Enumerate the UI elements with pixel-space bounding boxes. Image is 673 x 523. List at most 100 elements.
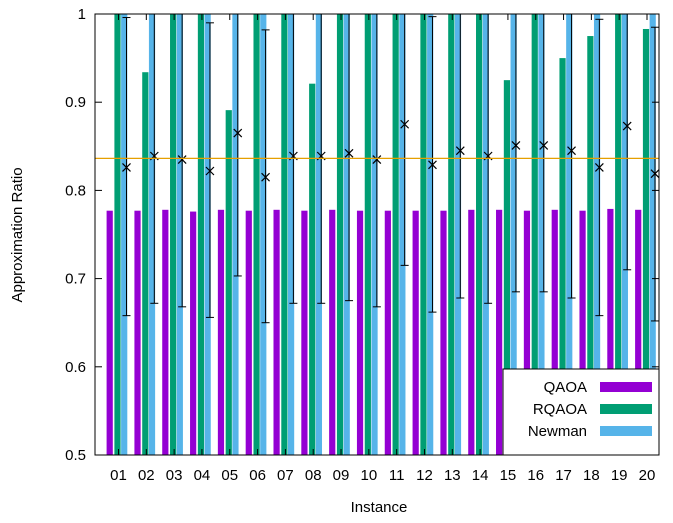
bar-rqaoa-04	[197, 14, 205, 455]
mean-marker-b-11	[400, 119, 410, 129]
x-tick-label-15: 15	[500, 467, 517, 484]
x-tick-label-09: 09	[333, 467, 350, 484]
x-axis-label: Instance	[351, 499, 408, 516]
bar-rqaoa-17	[559, 58, 566, 455]
bar-rqaoa-15	[503, 80, 511, 456]
bar-qaoa-11	[384, 210, 391, 455]
bar-newman-10	[371, 14, 378, 455]
x-tick-label-03: 03	[166, 467, 183, 484]
x-tick-label-10: 10	[360, 467, 377, 484]
bar-newman-18	[593, 14, 601, 455]
mean-marker-b-17	[567, 146, 576, 156]
bar-rqaoa-01	[114, 14, 121, 455]
x-tick-label-13: 13	[444, 467, 461, 484]
x-tick-label-07: 07	[277, 467, 294, 484]
y-axis-label: Approximation Ratio	[9, 167, 26, 302]
bar-newman-08	[315, 14, 323, 455]
bar-newman-20	[649, 14, 656, 455]
bar-newman-11	[399, 14, 406, 455]
bar-newman-02	[148, 14, 156, 455]
bar-rqaoa-07	[281, 14, 288, 455]
bar-qaoa-16	[523, 210, 531, 455]
legend-swatch-newman	[600, 426, 652, 436]
bar-newman-04	[204, 14, 211, 455]
bar-qaoa-05	[217, 209, 225, 455]
bar-qaoa-02	[134, 210, 141, 455]
bar-rqaoa-05	[225, 110, 232, 455]
bar-newman-17	[566, 14, 573, 455]
bar-rqaoa-11	[392, 14, 399, 455]
bar-rqaoa-19	[615, 14, 622, 455]
bar-rqaoa-09	[336, 14, 344, 455]
bar-rqaoa-13	[448, 14, 455, 455]
mean-marker-b-03	[177, 155, 187, 164]
bar-newman-13	[454, 14, 462, 455]
bar-rqaoa-03	[170, 14, 177, 455]
bar-qaoa-04	[190, 211, 197, 455]
axes: 0.5 0.6 0.7 0.8 0.9 1 01 02 03 04 05 06 07 08 09 10 11 12…	[65, 6, 660, 484]
bar-qaoa-12	[412, 210, 419, 455]
x-tick-label-08: 08	[305, 467, 322, 484]
bar-qaoa-09	[329, 209, 336, 455]
x-tick-label-20: 20	[639, 467, 656, 484]
plot-frame	[94, 13, 660, 456]
bar-newman-07	[287, 14, 295, 455]
mean-marker-b-04	[205, 166, 215, 176]
bar-newman-14	[482, 14, 489, 455]
bar-newman-06	[260, 14, 267, 455]
bar-rqaoa-20	[642, 28, 650, 456]
x-tick-label-19: 19	[611, 467, 628, 484]
bar-rqaoa-06	[253, 14, 260, 455]
mean-marker-b-20	[650, 169, 660, 179]
bar-newman-12	[427, 14, 434, 455]
bar-qaoa-10	[356, 210, 364, 455]
bar-newman-03	[176, 14, 183, 455]
mean-marker-b-19	[622, 121, 632, 131]
legend-label-rqaoa: RQAOA	[533, 401, 587, 418]
bar-qaoa-19	[607, 208, 614, 455]
bar-qaoa-06	[245, 210, 252, 455]
y-tick-label: 1	[78, 6, 86, 23]
y-tick-label: 0.6	[65, 359, 86, 376]
mean-marker-b-05	[233, 128, 243, 138]
mean-marker-b-09	[344, 148, 354, 158]
bar-qaoa-01	[106, 210, 113, 455]
mean-marker-b-06	[261, 172, 271, 182]
x-tick-label-12: 12	[416, 467, 433, 484]
plot-area	[95, 13, 660, 456]
bar-qaoa-03	[162, 209, 169, 455]
bar-rqaoa-08	[309, 83, 316, 456]
bar-rqaoa-12	[420, 14, 427, 455]
bar-newman-16	[538, 14, 545, 455]
bar-rqaoa-18	[587, 36, 594, 456]
legend-label-qaoa: QAOA	[544, 379, 587, 396]
x-tick-label-05: 05	[221, 467, 238, 484]
y-tick-label: 0.9	[65, 94, 86, 111]
mean-marker-b-18	[594, 163, 604, 172]
bar-qaoa-13	[440, 210, 447, 455]
mean-marker-b-15	[511, 140, 521, 150]
bar-rqaoa-14	[476, 14, 483, 455]
x-tick-label-16: 16	[527, 467, 544, 484]
legend-swatch-rqaoa	[600, 404, 652, 414]
bar-newman-01	[121, 14, 128, 455]
bar-newman-15	[510, 14, 517, 455]
bar-newman-05	[232, 14, 239, 455]
x-tick-label-04: 04	[194, 467, 211, 484]
mean-marker-b-16	[539, 140, 549, 150]
legend-swatch-qaoa	[600, 382, 652, 392]
bar-qaoa-14	[468, 209, 475, 455]
legend-label-newman: Newman	[528, 423, 587, 440]
x-tick-label-17: 17	[555, 467, 572, 484]
y-tick-label: 0.5	[65, 447, 86, 464]
x-tick-label-06: 06	[249, 467, 266, 484]
bar-rqaoa-02	[142, 72, 149, 456]
bar-qaoa-18	[579, 210, 586, 455]
bar-qaoa-15	[496, 209, 503, 455]
x-tick-label-11: 11	[389, 467, 405, 484]
x-tick-label-01: 01	[110, 467, 127, 484]
bar-newman-09	[343, 14, 350, 455]
mean-marker-b-13	[455, 146, 465, 156]
